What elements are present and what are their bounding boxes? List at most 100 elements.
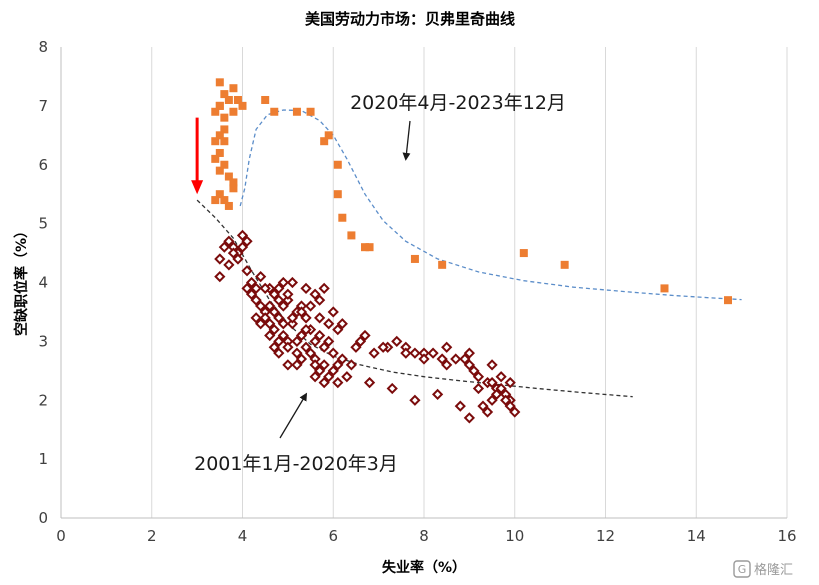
- point-2020-2023-17: [229, 178, 238, 187]
- point-2020-2023-4: [233, 95, 242, 104]
- point-2001-2020-26: [295, 329, 308, 342]
- point-2020-2023-0: [215, 78, 224, 87]
- point-2001-2020-98: [363, 376, 376, 389]
- point-2020-2023-36: [365, 243, 374, 252]
- point-2001-2020-97: [386, 382, 398, 395]
- x-tick-label-16: 16: [777, 527, 796, 545]
- point-2001-2020-9: [236, 241, 249, 253]
- point-2001-2020-75: [459, 353, 471, 365]
- x-tick-label-14: 14: [687, 527, 706, 545]
- point-2020-2023-20: [220, 196, 229, 205]
- point-2001-2020-88: [490, 388, 503, 400]
- point-2001-2020-13: [245, 276, 258, 289]
- point-2020-2023-33: [333, 190, 342, 199]
- point-2001-2020-63: [350, 341, 362, 353]
- point-2020-2023-29: [306, 107, 315, 116]
- point-2020-2023-37: [361, 243, 370, 252]
- point-2001-2020-60: [327, 347, 339, 359]
- point-2001-2020-127: [314, 329, 326, 342]
- chart-title: 美国劳动力市场：贝弗里奇曲线: [305, 10, 515, 28]
- point-2020-2023-12: [211, 107, 220, 116]
- data-markers: [211, 78, 733, 424]
- watermark: G 格隆汇: [733, 560, 793, 578]
- point-2001-2020-131: [332, 359, 344, 371]
- point-2001-2020-112: [323, 318, 335, 330]
- point-2001-2020-78: [472, 371, 485, 383]
- point-2001-2020-71: [427, 347, 439, 359]
- point-2001-2020-121: [273, 294, 285, 306]
- y-tick-label-0: 0: [38, 509, 48, 527]
- watermark-logo-glyph-icon: G: [738, 563, 747, 576]
- point-2020-2023-13: [215, 131, 224, 140]
- point-2001-2020-17: [255, 300, 267, 312]
- point-2001-2020-110: [336, 318, 348, 330]
- point-2020-2023-23: [220, 137, 229, 146]
- point-2001-2020-6: [241, 235, 253, 247]
- point-2001-2020-85: [509, 406, 521, 418]
- x-tick-label-4: 4: [238, 527, 248, 545]
- annotation-arrow-2020-2023: [402, 120, 411, 161]
- point-2001-2020-10: [227, 247, 240, 259]
- point-2001-2020-36: [295, 353, 308, 365]
- point-2001-2020-126: [300, 323, 312, 336]
- point-2020-2023-16: [224, 172, 233, 181]
- point-2020-2023-11: [220, 125, 229, 134]
- watermark-logo-icon: [733, 560, 751, 578]
- point-2001-2020-38: [282, 341, 294, 353]
- point-2001-2020-2: [223, 235, 235, 247]
- y-tick-label-1: 1: [38, 450, 48, 468]
- point-2001-2020-101: [504, 376, 516, 389]
- trend-line-2: [239, 109, 742, 301]
- point-2020-2023-30: [320, 137, 329, 146]
- point-2001-2020-99: [341, 371, 353, 383]
- point-2001-2020-72: [436, 353, 448, 365]
- x-tick-label-0: 0: [56, 527, 66, 545]
- point-2001-2020-105: [418, 353, 430, 365]
- point-2001-2020-1: [218, 241, 230, 253]
- point-2001-2020-20: [250, 312, 262, 324]
- point-2020-2023-27: [270, 107, 279, 116]
- x-tick-label-10: 10: [505, 527, 524, 545]
- point-2020-2023-38: [410, 254, 419, 263]
- point-2020-2023-1: [220, 90, 229, 99]
- point-2020-2023-35: [347, 231, 356, 240]
- point-2020-2023-18: [229, 184, 238, 193]
- point-2020-2023-15: [215, 166, 224, 175]
- axes: [60, 47, 787, 519]
- point-2001-2020-82: [495, 382, 507, 395]
- point-2001-2020-73: [441, 359, 453, 371]
- point-2001-2020-40: [264, 329, 276, 342]
- point-2001-2020-16: [245, 288, 258, 300]
- point-2001-2020-94: [454, 400, 466, 412]
- trend-line-3: [196, 199, 633, 398]
- point-2001-2020-130: [318, 376, 330, 389]
- point-2001-2020-30: [318, 359, 330, 371]
- x-axis-label: 失业率（%）: [382, 559, 466, 576]
- point-2001-2020-117: [268, 306, 280, 318]
- point-2001-2020-132: [291, 359, 303, 371]
- point-2001-2020-39: [273, 335, 285, 347]
- x-ticks: 0 2 4 6 8 10 12 14 16: [56, 527, 796, 545]
- point-2001-2020-119: [255, 318, 267, 330]
- point-2001-2020-108: [354, 335, 367, 347]
- y-ticks: 0 1 2 3 4 5 6 7 8: [38, 38, 48, 527]
- point-2001-2020-111: [327, 306, 339, 318]
- y-tick-label-4: 4: [38, 274, 48, 292]
- point-2020-2023-24: [215, 101, 224, 110]
- point-2001-2020-21: [268, 323, 280, 336]
- point-2020-2023-32: [333, 160, 342, 169]
- point-2020-2023-26: [261, 95, 270, 104]
- point-2001-2020-7: [223, 259, 235, 271]
- trend-lines: [196, 109, 742, 398]
- point-2020-2023-25: [211, 154, 220, 163]
- point-2001-2020-106: [400, 347, 412, 359]
- point-2001-2020-15: [255, 270, 267, 283]
- point-2001-2020-118: [259, 312, 271, 324]
- annotation-arrow-2001-2020: [279, 392, 308, 439]
- point-2020-2023-9: [211, 137, 220, 146]
- point-2001-2020-50: [286, 276, 299, 289]
- point-2001-2020-134: [273, 347, 285, 359]
- point-2001-2020-80: [486, 376, 498, 389]
- point-2001-2020-103: [463, 347, 475, 359]
